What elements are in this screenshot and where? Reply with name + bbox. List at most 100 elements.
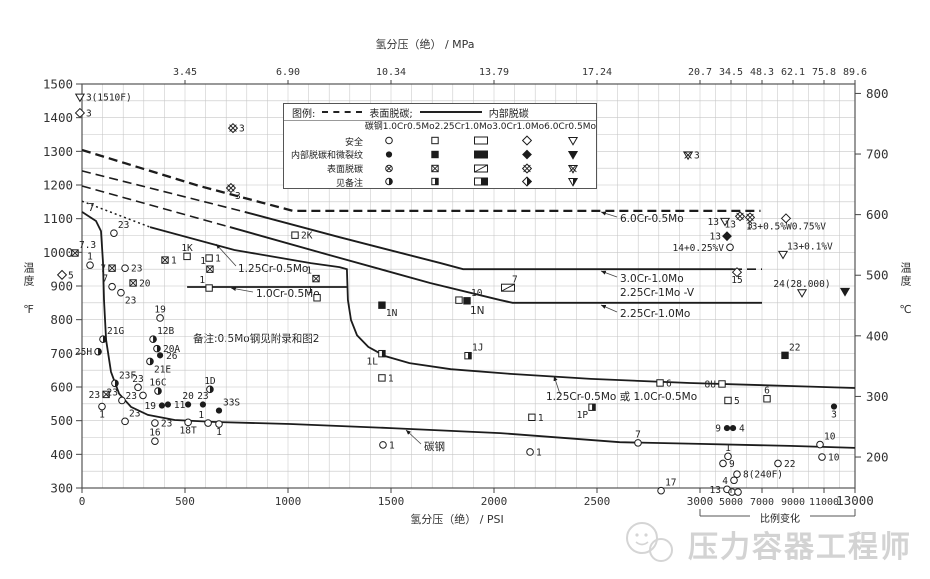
data-point-label: 12B (157, 326, 174, 337)
data-point: 21G (99, 326, 124, 343)
data-point-label: 3 (747, 220, 753, 231)
data-point (455, 296, 463, 304)
data-point-label: 24(28.000) (773, 279, 830, 290)
marker-symbol-T (839, 287, 851, 297)
data-point-label: 1 (171, 256, 177, 267)
y-left-tick-label: 1100 (43, 211, 73, 226)
data-point-label: 13 (710, 232, 721, 243)
marker-symbol-o (117, 288, 125, 297)
marker-symbol-o (118, 396, 126, 405)
label-leader (600, 211, 618, 218)
data-point: 1K (181, 243, 193, 261)
legend-symbol-cell (458, 175, 504, 189)
y-left-tick-label: 300 (50, 481, 73, 496)
legend-S-icon (431, 150, 439, 159)
label-leader (215, 243, 237, 267)
data-point: 20A (153, 344, 180, 355)
marker-symbol-xr (474, 164, 488, 173)
marker-symbol-d (74, 107, 86, 119)
curve-label: 1N (470, 305, 485, 317)
marker-symbol-s (455, 296, 463, 304)
legend-symbol-cell (412, 175, 458, 189)
legend-symbol-cell (366, 175, 412, 189)
marker-symbol-o (108, 282, 116, 291)
legend: 图例: 表面脱碳; 内部脱碳 碳钢 1.0Cr0.5Mo 2.25Cr1.0Mo 3.… (283, 103, 597, 189)
marker-symbol-s (528, 413, 536, 422)
legend-T-icon (567, 150, 579, 160)
legend-d-icon (521, 135, 533, 146)
y-left-tick-label: 700 (50, 346, 73, 361)
legend-symbol-cell (412, 148, 458, 162)
data-point: 3 (744, 212, 756, 231)
data-point-label: 23 (118, 220, 129, 231)
data-point: 8U (705, 379, 726, 390)
marker-symbol-xt (682, 151, 694, 161)
data-point: 23 (126, 391, 147, 402)
data-point-label: 8U (705, 379, 717, 390)
marker-symbol-hs (464, 351, 472, 360)
data-point-label: 19 (144, 401, 156, 412)
axis-ticks: 0 500 1000 1500 2000 2500 3000 5000 7000 9000 1100… (43, 67, 889, 508)
x-tick-label: 3000 (687, 495, 714, 508)
legend-dashed-label: 表面脱碳; (369, 108, 413, 120)
legend-row-label: 内部脱碳和微裂纹 (290, 151, 363, 162)
legend-symbol-cell (458, 134, 504, 148)
data-point-label: 5 (68, 270, 74, 281)
data-point: 10 (463, 288, 483, 305)
watermark-text: 压力容器工程师 (688, 530, 912, 565)
data-point-label: 10 (824, 432, 836, 443)
data-point-label: 13+0.1%V (787, 241, 833, 252)
marker-symbol-o (121, 417, 129, 426)
marker-symbol-o (724, 452, 732, 461)
data-point-label: 4 (739, 424, 745, 435)
legend-O-icon (385, 151, 393, 158)
marker-symbol-o (385, 137, 393, 145)
data-point-label: 20 (182, 391, 194, 402)
legend-col-header: 3.0Cr1.0Mo (492, 122, 545, 133)
label-leader (405, 429, 422, 445)
data-point-label: 23 (131, 264, 142, 275)
data-point-label: 7.3 (79, 240, 96, 251)
marker-symbol-o (139, 391, 147, 400)
data-point: 22 (774, 459, 795, 470)
y-left-tick-label: 500 (50, 413, 73, 428)
data-point: 22 (781, 342, 800, 360)
legend-symbol-cell (550, 175, 596, 189)
marker-symbol-O (158, 402, 166, 409)
data-point: 25H (75, 347, 102, 358)
data-point-label: 26 (166, 351, 178, 362)
data-point-label: 1 (725, 443, 731, 454)
marker-symbol-t (74, 93, 86, 103)
watermark-logo-icon (626, 522, 673, 562)
y-right-tick-label: 700 (866, 147, 889, 162)
data-point: 8(240F) (733, 470, 783, 481)
marker-symbol-xs (102, 390, 110, 399)
x-tick-label: 1000 (275, 495, 302, 508)
data-point: 7.3 (71, 240, 96, 257)
data-point: 1 (199, 275, 213, 292)
marker-symbol-xd (521, 162, 533, 174)
y-left-tick-label: 1000 (43, 245, 73, 260)
data-point-label: 2K (301, 231, 313, 242)
data-point: 1L (366, 349, 386, 368)
data-point: 23 (121, 264, 143, 275)
curve-labels: 6.0Cr-0.5Mo 3.0Cr-1.0Mo 2.25Cr-1Mo -V 2.25C… (88, 202, 697, 453)
data-point: 7 (100, 264, 116, 275)
legend-ht-icon (567, 178, 579, 187)
marker-symbol-S (378, 301, 386, 309)
marker-symbol-ho (149, 335, 157, 343)
data-point-label: 23 (132, 374, 143, 385)
data-point: 1 (198, 410, 212, 427)
data-point-label: 19 (154, 304, 166, 315)
marker-symbol-xs (129, 279, 137, 287)
data-point-label: 3 (86, 108, 92, 119)
data-point-label: 4 (722, 476, 728, 487)
legend-row: 安全 (284, 135, 596, 149)
legend-header: 图例: 表面脱碳; 内部脱碳 (284, 104, 596, 121)
data-point-label: 1 (536, 447, 542, 458)
x-top-tick-label: 10.34 (376, 67, 406, 78)
marker-symbol-o (98, 402, 106, 411)
marker-symbol-hs (588, 403, 596, 411)
